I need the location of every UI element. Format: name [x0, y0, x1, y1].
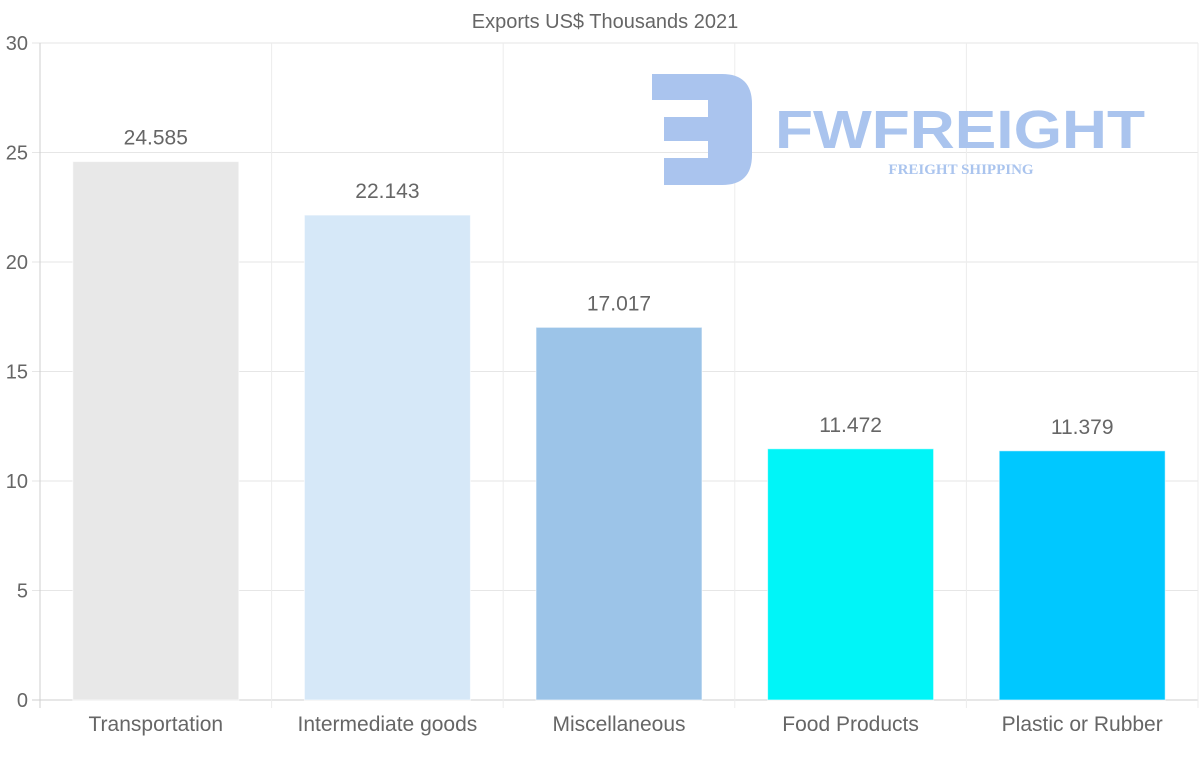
data-label: 22.143	[355, 180, 419, 203]
watermark-tagline: FREIGHT SHIPPING	[888, 162, 1033, 178]
data-label: 11.472	[819, 414, 882, 437]
data-label: 11.379	[1051, 416, 1114, 439]
bar[interactable]	[303, 214, 471, 701]
x-tick-label: Transportation	[88, 713, 223, 736]
data-label: 17.017	[587, 292, 651, 315]
bar[interactable]	[72, 161, 240, 701]
x-tick-label: Plastic or Rubber	[1002, 713, 1163, 736]
data-label: 24.585	[124, 127, 188, 150]
y-tick-label: 30	[6, 33, 28, 55]
x-tick-label: Miscellaneous	[552, 713, 685, 736]
x-tick-label: Intermediate goods	[298, 713, 478, 736]
watermark-logo-mark	[652, 74, 752, 185]
bar[interactable]	[767, 448, 935, 701]
chart-title: Exports US$ Thousands 2021	[472, 11, 738, 33]
watermark-brand: FWFREIGHT	[775, 100, 1145, 160]
bars	[72, 161, 1166, 701]
labels: 0 5 10 15 20 25 30 24.585 Transportation 22.143 In…	[6, 33, 1163, 736]
bar[interactable]	[998, 450, 1166, 701]
watermark-logo: FWFREIGHT FREIGHT SHIPPING	[652, 74, 1145, 185]
bar[interactable]	[535, 326, 703, 701]
x-tick-label: Food Products	[782, 713, 919, 736]
y-tick-label: 15	[6, 362, 28, 384]
y-tick-label: 0	[17, 690, 28, 712]
y-tick-label: 5	[17, 581, 28, 603]
y-tick-label: 10	[6, 471, 28, 493]
y-tick-label: 25	[6, 143, 28, 165]
y-tick-label: 20	[6, 252, 28, 274]
